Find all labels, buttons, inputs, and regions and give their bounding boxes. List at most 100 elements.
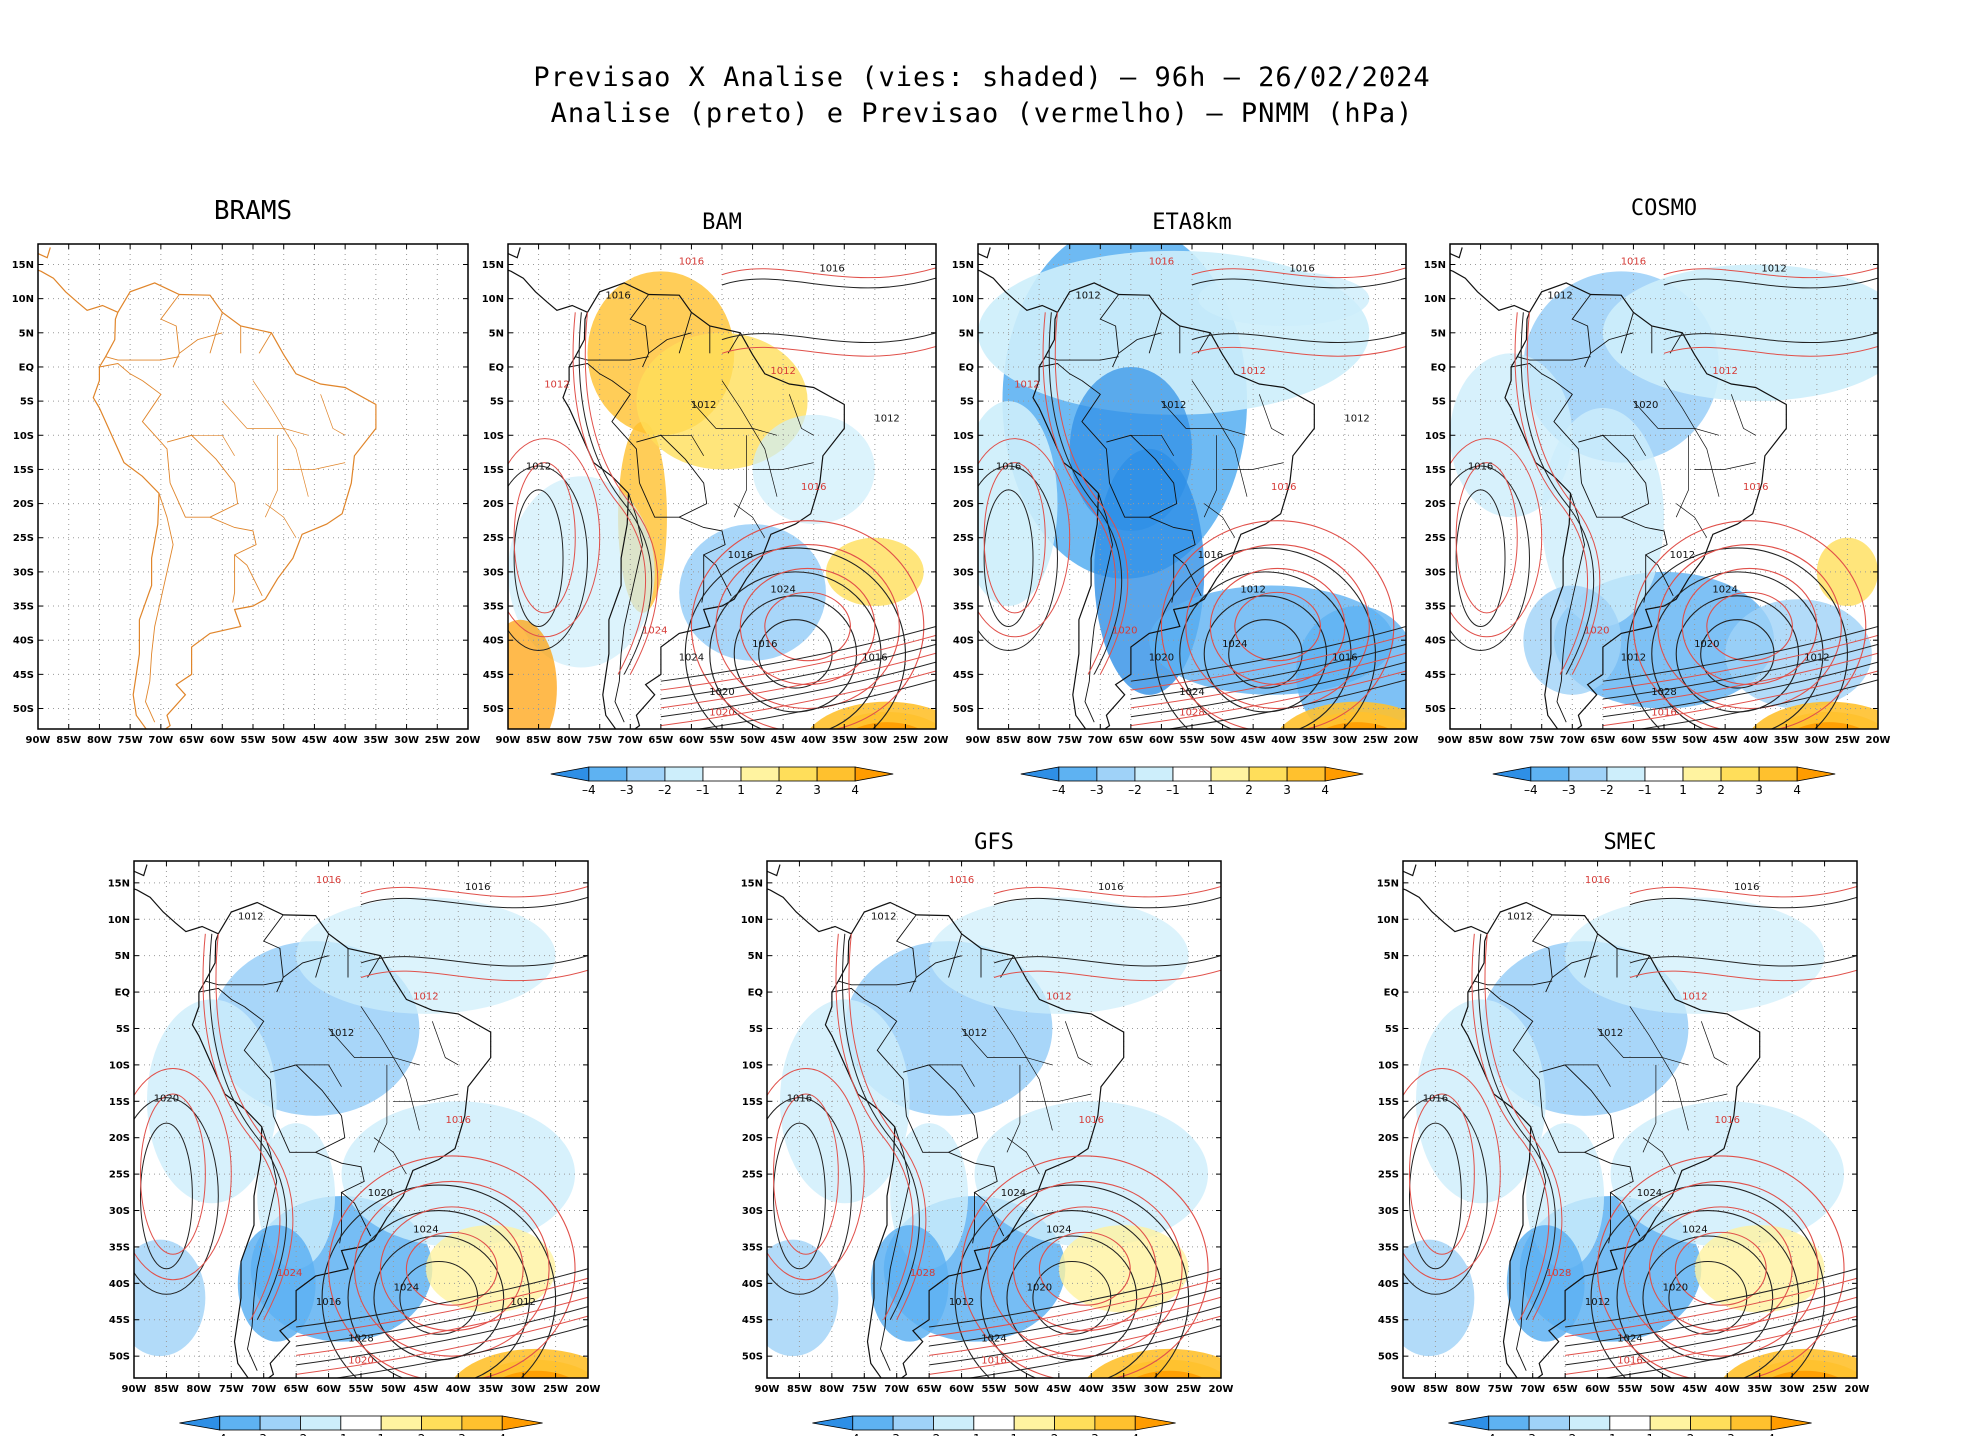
- lon-tick-label: 60W: [949, 1384, 974, 1395]
- lon-tick-label: 55W: [1180, 735, 1205, 746]
- colorbar-label: –3: [1090, 783, 1104, 797]
- contour-label: 1012: [1621, 653, 1646, 664]
- main-subtitle: Analise (preto) e Previsao (vermelho) – …: [550, 98, 1414, 129]
- lat-tick-label: 15S: [109, 1097, 130, 1108]
- lon-tick-label: 85W: [787, 1384, 812, 1395]
- lon-tick-label: 80W: [819, 1384, 844, 1395]
- lat-tick-label: 5N: [19, 328, 34, 339]
- lon-tick-label: 70W: [1560, 735, 1585, 746]
- lat-tick-label: 30S: [742, 1206, 763, 1217]
- lat-tick-label: 15N: [741, 878, 763, 889]
- contour-label: 1024: [277, 1268, 302, 1279]
- lat-tick-label: EQ: [489, 362, 504, 373]
- lat-tick-label: 25S: [742, 1170, 763, 1181]
- contour-label: 1024: [1222, 639, 1247, 650]
- lon-tick-label: 40W: [1271, 735, 1296, 746]
- contour-label: 1012: [544, 379, 569, 390]
- contour-label: 1016: [1289, 263, 1314, 274]
- lon-tick-label: 60W: [1149, 735, 1174, 746]
- lon-tick-label: 70W: [251, 1384, 276, 1395]
- colorbar-label: –1: [1638, 783, 1652, 797]
- lat-tick-label: 10N: [12, 294, 34, 305]
- contour-label: 1016: [1098, 882, 1123, 893]
- contour-label: 1012: [1344, 414, 1369, 425]
- colorbar-label: –1: [1166, 783, 1180, 797]
- lat-tick-label: 10N: [1377, 915, 1399, 926]
- contour-label: 1016: [981, 1355, 1006, 1366]
- colorbar-label: –1: [696, 783, 710, 797]
- lon-tick-label: 35W: [1774, 735, 1799, 746]
- contour-label: 1012: [1585, 1297, 1610, 1308]
- contour-label: 1012: [1046, 991, 1071, 1002]
- panel-title-COSMO: COSMO: [1630, 196, 1698, 221]
- lat-tick-label: 20S: [109, 1133, 130, 1144]
- contour-label: 1020: [1694, 639, 1719, 650]
- lat-tick-label: 15S: [1378, 1097, 1399, 1108]
- contour-label: 1020: [1112, 625, 1137, 636]
- colorbar-label: –3: [253, 1432, 267, 1436]
- contour-label: 1012: [1761, 263, 1786, 274]
- lon-tick-label: 60W: [210, 735, 235, 746]
- contour-label: 1016: [949, 875, 974, 886]
- lat-tick-label: 35S: [742, 1242, 763, 1253]
- lon-tick-label: 75W: [852, 1384, 877, 1395]
- lon-tick-label: 90W: [1391, 1384, 1416, 1395]
- lon-tick-label: 35W: [1747, 1384, 1772, 1395]
- lat-tick-label: 5S: [1385, 1024, 1399, 1035]
- panel-title-BAM: BAM: [702, 210, 742, 235]
- lat-tick-label: 5S: [960, 397, 974, 408]
- lat-tick-label: 45S: [1378, 1315, 1399, 1326]
- colorbar-label: –1: [334, 1432, 348, 1436]
- lon-tick-label: 45W: [302, 735, 327, 746]
- lat-tick-label: 30S: [1425, 567, 1446, 578]
- contour-label: 1012: [691, 400, 716, 411]
- contour-label: 1016: [1079, 1115, 1104, 1126]
- contour-label: 1016: [316, 1297, 341, 1308]
- lon-tick-label: 50W: [1682, 735, 1707, 746]
- lat-tick-label: 15N: [482, 260, 504, 271]
- contour-label: 1016: [787, 1093, 812, 1104]
- lat-tick-label: 15S: [1425, 465, 1446, 476]
- lat-tick-label: 25S: [953, 533, 974, 544]
- colorbar-label: –4: [1052, 783, 1066, 797]
- lon-tick-label: 70W: [884, 1384, 909, 1395]
- lon-tick-label: 20W: [1866, 735, 1891, 746]
- lat-tick-label: 30S: [1378, 1206, 1399, 1217]
- contour-label: 1024: [413, 1224, 438, 1235]
- colorbar-label: –2: [1600, 783, 1614, 797]
- lon-tick-label: 25W: [543, 1384, 568, 1395]
- lat-tick-label: 5S: [1432, 397, 1446, 408]
- panel-title-ETA8km: ETA8km: [1152, 210, 1232, 235]
- lat-tick-label: EQ: [1431, 362, 1446, 373]
- contour-label: 1020: [1584, 625, 1609, 636]
- contour-label: 1016: [446, 1115, 471, 1126]
- lat-tick-label: 40S: [1378, 1279, 1399, 1290]
- lat-tick-label: 15N: [1424, 260, 1446, 271]
- contour-label: 1016: [1198, 550, 1223, 561]
- colorbar-label: –3: [886, 1432, 900, 1436]
- colorbar-label: 1: [737, 783, 745, 797]
- lat-tick-label: 30S: [953, 567, 974, 578]
- lon-tick-label: 70W: [148, 735, 173, 746]
- lat-tick-label: 5N: [748, 951, 763, 962]
- contour-label: 1016: [1149, 256, 1174, 267]
- lon-tick-label: 85W: [56, 735, 81, 746]
- contour-label: 1016: [1332, 653, 1357, 664]
- contour-label: 1024: [1001, 1188, 1026, 1199]
- lat-tick-label: 45S: [953, 670, 974, 681]
- lat-tick-label: 45S: [109, 1315, 130, 1326]
- contour-label: 1020: [348, 1355, 373, 1366]
- colorbar-label: 2: [1717, 783, 1725, 797]
- lat-tick-label: 5N: [489, 328, 504, 339]
- colorbar-label: –1: [967, 1432, 981, 1436]
- lon-tick-label: 20W: [924, 735, 949, 746]
- contour-label: 1020: [1633, 400, 1658, 411]
- contour-label: 1028: [1179, 707, 1204, 718]
- contour-label: 1012: [1547, 291, 1572, 302]
- lat-tick-label: 50S: [953, 704, 974, 715]
- lat-tick-label: 15S: [13, 465, 34, 476]
- lat-tick-label: 5N: [959, 328, 974, 339]
- contour-label: 1016: [1734, 882, 1759, 893]
- lon-tick-label: 20W: [1209, 1384, 1234, 1395]
- lat-tick-label: 20S: [483, 499, 504, 510]
